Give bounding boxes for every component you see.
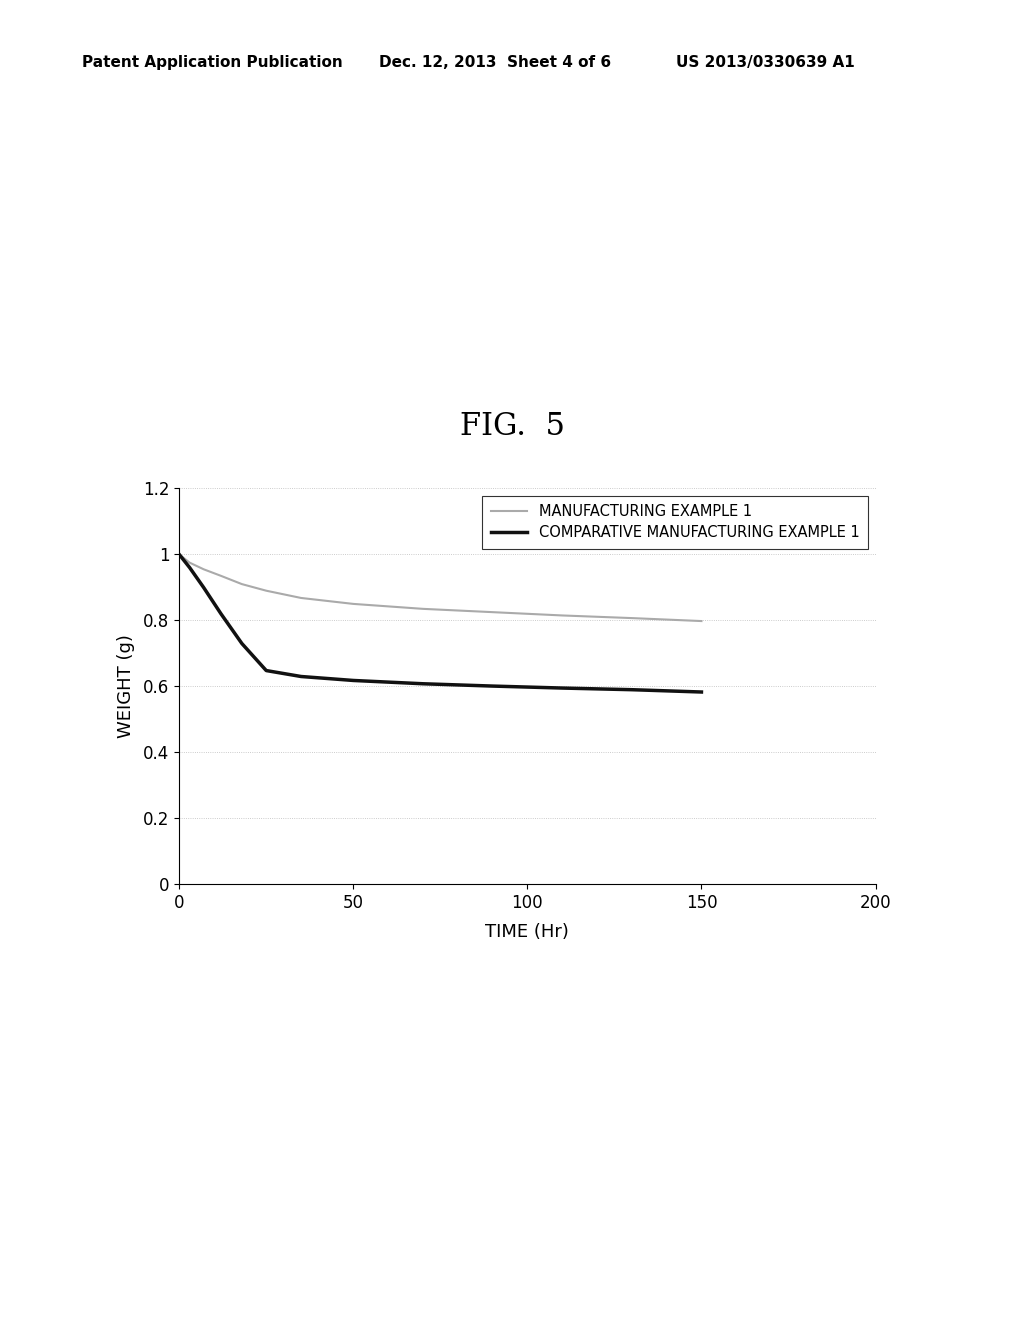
Text: US 2013/0330639 A1: US 2013/0330639 A1: [676, 55, 855, 70]
Y-axis label: WEIGHT (g): WEIGHT (g): [117, 635, 134, 738]
X-axis label: TIME (Hr): TIME (Hr): [485, 923, 569, 941]
Text: Dec. 12, 2013  Sheet 4 of 6: Dec. 12, 2013 Sheet 4 of 6: [379, 55, 611, 70]
Text: Patent Application Publication: Patent Application Publication: [82, 55, 343, 70]
Text: FIG.  5: FIG. 5: [460, 412, 564, 442]
Legend: MANUFACTURING EXAMPLE 1, COMPARATIVE MANUFACTURING EXAMPLE 1: MANUFACTURING EXAMPLE 1, COMPARATIVE MAN…: [482, 496, 868, 549]
